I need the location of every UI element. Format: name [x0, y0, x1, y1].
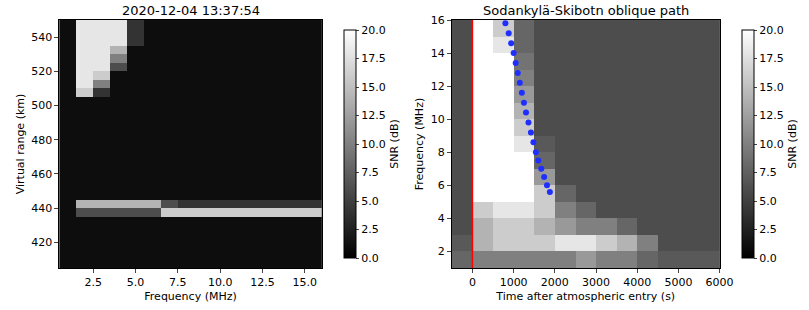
svg-text:4000: 4000 [623, 276, 651, 289]
svg-text:1000: 1000 [500, 276, 528, 289]
svg-text:17.5: 17.5 [759, 52, 784, 65]
svg-text:7.5: 7.5 [169, 276, 187, 289]
svg-text:8: 8 [438, 146, 445, 159]
svg-text:Time after atmospheric entry (: Time after atmospheric entry (s) [495, 290, 675, 303]
svg-text:2000: 2000 [541, 276, 569, 289]
svg-text:Sodankylä-Skibotn oblique path: Sodankylä-Skibotn oblique path [483, 3, 689, 18]
svg-text:SNR (dB): SNR (dB) [786, 119, 799, 168]
svg-text:17.5: 17.5 [361, 52, 386, 65]
svg-text:500: 500 [31, 99, 52, 112]
svg-text:2: 2 [438, 245, 445, 258]
svg-text:12.5: 12.5 [759, 109, 784, 122]
svg-text:0.0: 0.0 [361, 252, 379, 265]
svg-text:2.5: 2.5 [85, 276, 103, 289]
svg-text:12.5: 12.5 [361, 109, 386, 122]
svg-text:15.0: 15.0 [759, 81, 784, 94]
svg-text:7.5: 7.5 [361, 166, 379, 179]
svg-text:20.0: 20.0 [759, 24, 784, 37]
svg-text:10: 10 [431, 113, 445, 126]
svg-text:2.5: 2.5 [759, 223, 777, 236]
svg-text:3000: 3000 [582, 276, 610, 289]
svg-text:420: 420 [31, 236, 52, 249]
svg-text:480: 480 [31, 134, 52, 147]
svg-text:5000: 5000 [664, 276, 692, 289]
svg-text:5.0: 5.0 [127, 276, 145, 289]
svg-text:Frequency (MHz): Frequency (MHz) [413, 98, 426, 190]
svg-text:10.0: 10.0 [208, 276, 233, 289]
svg-text:440: 440 [31, 202, 52, 215]
svg-text:0: 0 [469, 276, 476, 289]
svg-text:15.0: 15.0 [292, 276, 317, 289]
svg-text:6000: 6000 [706, 276, 734, 289]
svg-text:Frequency (MHz): Frequency (MHz) [144, 290, 236, 303]
svg-text:4: 4 [438, 212, 445, 225]
svg-text:2020-12-04 13:37:54: 2020-12-04 13:37:54 [122, 3, 260, 18]
svg-text:14: 14 [431, 47, 445, 60]
svg-text:7.5: 7.5 [759, 166, 777, 179]
svg-text:10.0: 10.0 [361, 138, 386, 151]
svg-text:0.0: 0.0 [759, 252, 777, 265]
svg-text:10.0: 10.0 [759, 138, 784, 151]
svg-text:6: 6 [438, 179, 445, 192]
svg-text:12.5: 12.5 [250, 276, 275, 289]
svg-text:5.0: 5.0 [759, 195, 777, 208]
svg-text:Virtual range (km): Virtual range (km) [14, 94, 27, 195]
svg-text:460: 460 [31, 168, 52, 181]
svg-text:20.0: 20.0 [361, 24, 386, 37]
svg-text:SNR (dB): SNR (dB) [388, 119, 401, 168]
svg-text:540: 540 [31, 31, 52, 44]
svg-text:15.0: 15.0 [361, 81, 386, 94]
svg-text:2.5: 2.5 [361, 223, 379, 236]
svg-text:16: 16 [431, 14, 445, 27]
svg-text:520: 520 [31, 65, 52, 78]
svg-text:5.0: 5.0 [361, 195, 379, 208]
svg-text:12: 12 [431, 80, 445, 93]
